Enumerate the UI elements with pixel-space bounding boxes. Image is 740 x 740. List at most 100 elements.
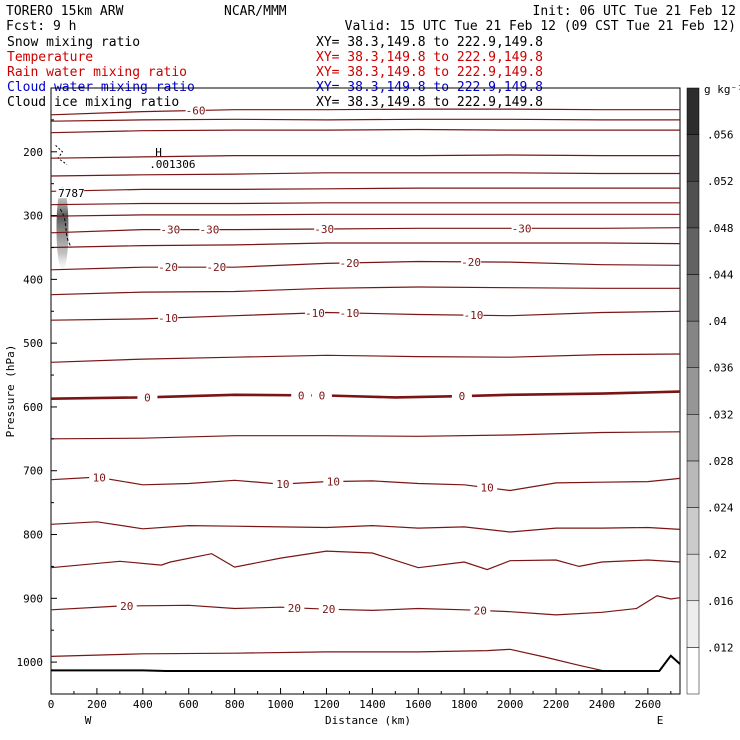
- contour-label: -10: [158, 312, 178, 325]
- contour-label: -20: [339, 257, 359, 270]
- colorbar-segment: [686, 180, 700, 229]
- y-axis: 200 300 400 500 600 700 800 900 1000: [17, 119, 57, 695]
- colorbar-tick-label: .04: [707, 315, 727, 328]
- contour-label: -20: [158, 261, 178, 274]
- x-tick-label: 200: [87, 698, 107, 711]
- isotherm-line: [50, 353, 681, 363]
- colorbar-segment: [686, 134, 700, 182]
- contour-label-bg: [451, 390, 472, 403]
- contour-label: -20: [206, 261, 226, 274]
- isotherm-line: [50, 128, 680, 134]
- x-tick-label: 1200: [313, 698, 340, 711]
- temperature-contours: [50, 108, 681, 671]
- field-xy: XY= 38.3,149.8 to 222.9,149.8: [316, 95, 543, 110]
- colorbar-tick-label: .032: [707, 408, 734, 421]
- contour-label: -30: [314, 223, 334, 236]
- annotations: H.001306 7787: [56, 146, 196, 200]
- snow-plume: [56, 186, 69, 271]
- isotherm-line: [50, 521, 681, 533]
- colorbar-tick-label: .056: [707, 129, 734, 142]
- contour-label: 20: [288, 602, 301, 615]
- x-tick-label: 1000: [267, 698, 294, 711]
- x-tick-label: 2400: [589, 698, 616, 711]
- contour-label-bg: [284, 601, 305, 614]
- y-tick-label: 400: [23, 273, 43, 286]
- contour-label-bg: [199, 223, 220, 236]
- field-xy: XY= 38.3,149.8 to 222.9,149.8: [316, 35, 543, 50]
- contour-label-bg: [89, 471, 110, 484]
- x-tick-label: 1600: [405, 698, 432, 711]
- x-tick-label: 2200: [543, 698, 570, 711]
- contour-label-bg: [160, 223, 181, 236]
- y-tick-label: 900: [23, 592, 43, 605]
- forecast-hour: Fcst: 9 h: [6, 19, 76, 34]
- isotherm-line-labeled: [50, 260, 681, 271]
- isotherm-line: [50, 187, 680, 192]
- field-xy: XY= 38.3,149.8 to 222.9,149.8: [316, 65, 543, 80]
- contour-label: 20: [322, 603, 335, 616]
- isotherm-line: [50, 154, 680, 159]
- y-tick-label: 600: [23, 401, 43, 414]
- contour-label-bg: [158, 261, 179, 274]
- contour-label: 0: [144, 391, 151, 404]
- colorbar-tick-label: .02: [707, 548, 727, 561]
- isotherm-line-labeled: [50, 476, 681, 492]
- colorbar-tick-label: .044: [707, 268, 734, 281]
- contour-label-bg: [272, 478, 293, 491]
- field-name: Rain water mixing ratio: [7, 65, 187, 80]
- x-tick-label: 400: [133, 698, 153, 711]
- contour-label: -10: [305, 307, 325, 320]
- contour-label-bg: [339, 307, 360, 320]
- ice-contour: [59, 208, 73, 248]
- colorbar-tick-label: .024: [707, 502, 734, 515]
- colorbar-tick-label: .052: [707, 175, 734, 188]
- colorbar-segment: [686, 414, 700, 462]
- contour-label-bg: [314, 222, 335, 235]
- isotherm-line-labeled: [50, 227, 681, 234]
- contour-label: 0: [319, 389, 326, 402]
- field-name: Temperature: [7, 50, 93, 65]
- isotherm-line: [50, 286, 680, 296]
- contour-label: 10: [327, 475, 340, 488]
- contour-label-bg: [318, 603, 339, 616]
- contour-label: -30: [160, 224, 180, 237]
- colorbar-tick-label: .048: [707, 222, 734, 235]
- isotherm-line: [50, 431, 681, 440]
- x-tick-label: 2600: [635, 698, 662, 711]
- colorbar-segment: [686, 553, 700, 602]
- colorbar-segment: [686, 320, 700, 368]
- plot-frame: [50, 87, 681, 695]
- snow-shading: [55, 145, 73, 271]
- x-tick-label: 1400: [359, 698, 386, 711]
- isotherm-line: [50, 550, 681, 571]
- colorbar-segment: [686, 647, 700, 695]
- contour-label: -10: [339, 307, 359, 320]
- contour-label-bg: [291, 389, 312, 402]
- contour-label: 10: [276, 478, 289, 491]
- center-label: NCAR/MMM: [224, 4, 287, 19]
- contour-label-bg: [461, 255, 482, 268]
- colorbar-tick-label: .012: [707, 641, 734, 654]
- valid-time: Valid: 15 UTC Tue 21 Feb 12 (09 CST Tue …: [345, 19, 736, 34]
- x-tick-label: 0: [48, 698, 55, 711]
- surface-pressure-line: [51, 654, 681, 672]
- contour-label-bg: [339, 256, 360, 269]
- isotherm-line: [50, 202, 680, 206]
- x-tick-label: 800: [225, 698, 245, 711]
- contour-label-bg: [158, 312, 179, 325]
- isotherm-line: [50, 242, 681, 249]
- contour-label-bg: [304, 306, 325, 319]
- colorbar-unit: g kg⁻¹: [704, 83, 740, 96]
- field-legend: Snow mixing ratio XY= 38.3,149.8 to 222.9…: [7, 35, 543, 110]
- contour-label-bg: [470, 604, 491, 617]
- y-tick-label: 700: [23, 465, 43, 478]
- ice-label: 7787: [58, 187, 85, 200]
- contour-label: -20: [461, 256, 481, 269]
- isotherm-line-labeled: [50, 310, 681, 321]
- isotherm-line: [50, 172, 680, 177]
- surface-line: [51, 654, 681, 672]
- y-tick-label: 200: [23, 146, 43, 159]
- field-name: Snow mixing ratio: [7, 35, 140, 50]
- colorbar-segment: [686, 600, 700, 648]
- contour-label: 0: [298, 389, 305, 402]
